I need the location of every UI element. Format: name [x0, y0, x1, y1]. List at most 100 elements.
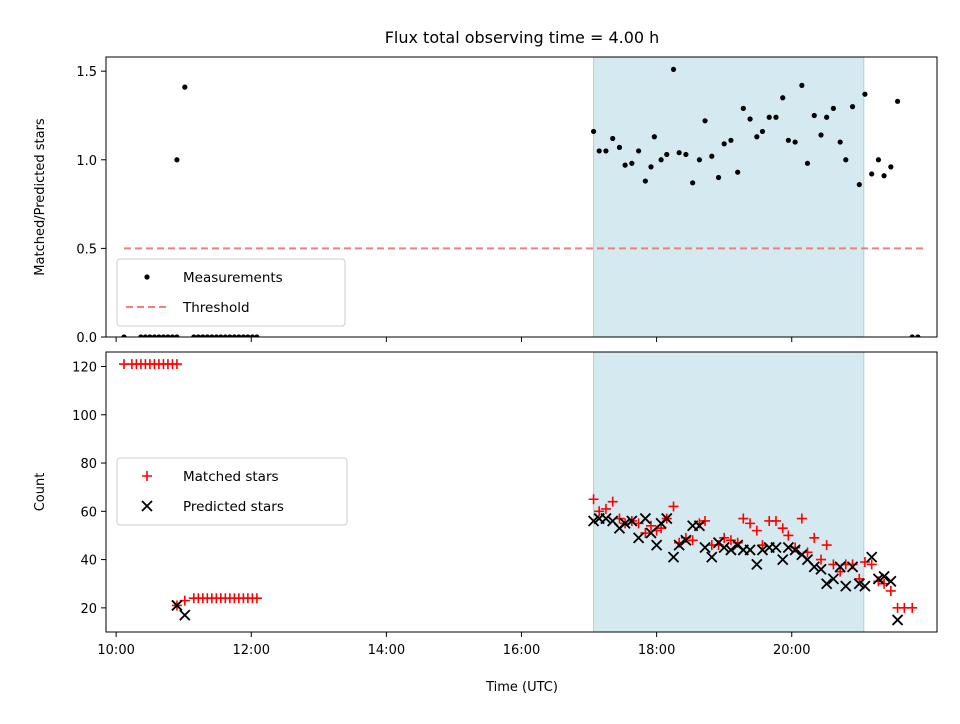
predicted-stars-point [846, 561, 859, 573]
matched-stars-point [738, 513, 749, 524]
panel-ratio: 0.0 0.5 1.0 1.5 Matched/Predicted stars Measu… [33, 56, 938, 346]
measurements-point [811, 112, 817, 119]
matched-stars-point [777, 523, 788, 534]
measurements-point [200, 334, 206, 337]
predicted-stars-point [600, 512, 612, 525]
predicted-stars-point [777, 553, 789, 566]
measurements-point [222, 334, 228, 337]
predicted-stars-point [744, 544, 756, 556]
predicted-stars-point [751, 558, 763, 571]
counts-y-tick-label: 40 [80, 554, 97, 569]
measurements-point [182, 84, 188, 90]
measurements-point [676, 150, 682, 156]
predicted-stars-point [770, 541, 782, 554]
matched-stars-point [588, 494, 599, 505]
predicted-stars-point [859, 580, 871, 592]
measurements-point [191, 334, 197, 337]
measurements-point [690, 180, 696, 186]
matched-stars-legend-label: Matched stars [183, 469, 279, 485]
x-tick-label: 20:00 [773, 643, 810, 658]
measurements-point [824, 114, 830, 120]
matched-stars-point [859, 557, 870, 567]
matched-stars-point [745, 518, 756, 529]
ratio-legend: Measurements Threshold [116, 258, 346, 327]
predicted-stars-point [650, 539, 663, 551]
predicted-stars-point [699, 541, 711, 554]
measurements-point [156, 334, 162, 337]
counts-legend: Matched stars Predicted stars [116, 457, 348, 526]
x-tick-label: 18:00 [638, 643, 675, 658]
predicted-stars-point [179, 609, 191, 621]
measurements-point [909, 334, 915, 337]
predicted-stars-point [853, 578, 865, 590]
chart-title: Flux total observing time = 4.00 h [385, 28, 660, 47]
predicted-stars-point [693, 520, 706, 532]
measurements-point [147, 334, 153, 337]
measurements-point [915, 334, 921, 337]
matched-stars-point [600, 503, 611, 514]
measurements-point [721, 141, 727, 147]
measurements-point [799, 82, 805, 88]
matched-stars-point [719, 532, 730, 543]
predicted-stars-point [756, 544, 769, 556]
measurements-point [849, 104, 856, 110]
measurements-point [204, 334, 210, 337]
measurements-point [240, 334, 246, 337]
counts-y-tick-label: 120 [72, 360, 97, 375]
measurements-point [715, 174, 722, 181]
matched-stars-point [700, 515, 711, 526]
predicted-stars-point [789, 544, 801, 556]
measurements-point [138, 334, 144, 337]
matched-stars-point [796, 513, 807, 524]
measurements-point [759, 128, 766, 135]
measurements-point [856, 181, 862, 188]
measurements-point [875, 157, 882, 163]
measurements-point [596, 148, 602, 154]
predicted-stars-point [834, 561, 846, 573]
measurements-point [629, 160, 635, 166]
measurements-point [249, 334, 255, 337]
matched-stars-point [251, 593, 262, 604]
measurements-point [174, 334, 180, 337]
predicted-stars-point [821, 578, 833, 590]
measurements-point [728, 137, 734, 143]
measurements-point [622, 162, 628, 168]
measurements-point [616, 144, 623, 150]
matched-stars-point [656, 523, 667, 534]
measurements-point [888, 164, 894, 170]
predicted-stars-point [827, 573, 840, 585]
measurements-point [696, 157, 703, 163]
measurements-legend-label: Measurements [183, 270, 283, 286]
measurements-point [169, 334, 176, 337]
ratio-y-tick-label: 1.0 [76, 154, 97, 169]
predicted-stars-point [619, 517, 631, 530]
measurements-point [231, 334, 237, 337]
measurements-point [165, 334, 171, 337]
counts-series-layer [119, 359, 918, 626]
predicted-stars-point [171, 599, 183, 612]
measurements-legend-swatch [144, 274, 150, 280]
measurements-point [236, 334, 242, 337]
ratio-legend-box [116, 258, 346, 327]
predicted-stars-legend-swatch [141, 500, 153, 512]
counts-y-tick-label: 60 [80, 505, 97, 520]
matched-stars-point [171, 359, 182, 370]
measurements-point [862, 91, 868, 97]
matched-stars-point [751, 525, 762, 536]
matched-stars-point [907, 602, 918, 613]
predicted-stars-point [645, 527, 657, 539]
measurements-point [209, 334, 215, 337]
counts-y-tick-label: 80 [80, 457, 97, 472]
measurements-point [702, 118, 708, 124]
predicted-stars-point [725, 544, 737, 556]
measurements-point [642, 178, 648, 184]
measurements-point [754, 134, 760, 140]
matched-stars-point [645, 520, 656, 531]
measurements-point [648, 164, 654, 170]
measurements-point [773, 114, 779, 120]
measurements-point [245, 334, 251, 337]
matched-stars-point [668, 501, 679, 512]
measurements-point [869, 171, 875, 177]
